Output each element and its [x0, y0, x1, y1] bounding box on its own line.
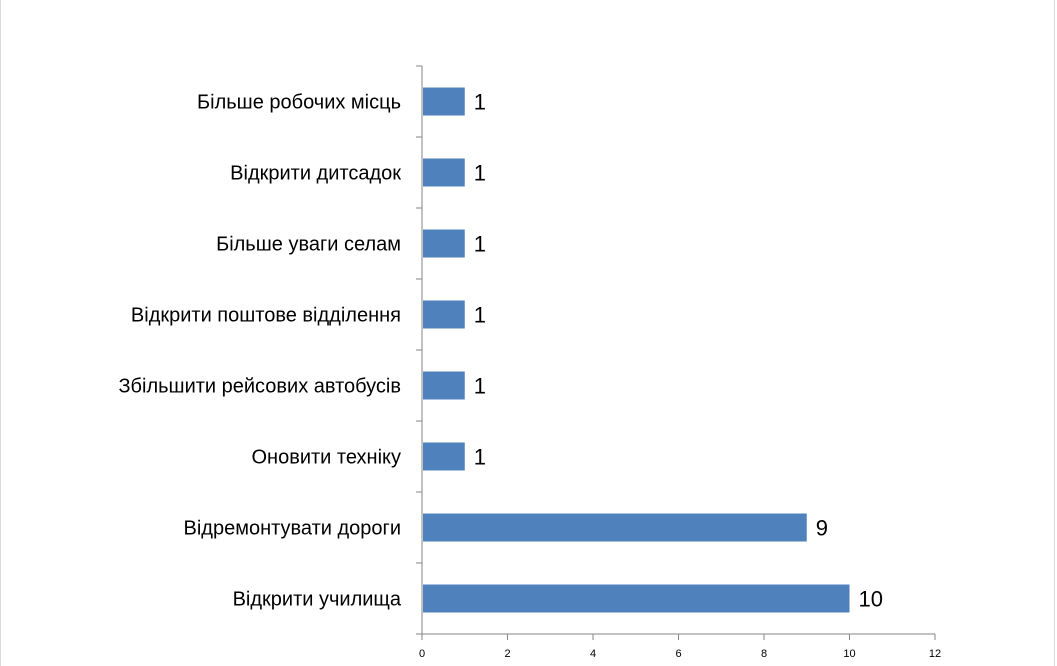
- data-label: 9: [816, 516, 828, 541]
- bar: [423, 371, 465, 400]
- data-label: 1: [474, 232, 486, 257]
- data-label: 1: [474, 374, 486, 399]
- category-label: Відкрити поштове відділення: [131, 305, 401, 327]
- value-labels: 1 1 1 1 1 1 9 10: [474, 90, 883, 612]
- x-tick-label: 0: [419, 648, 425, 660]
- data-label: 1: [474, 445, 486, 470]
- bar: [423, 229, 465, 258]
- data-label: 1: [474, 90, 486, 115]
- category-label: Відкрити дитсадок: [230, 163, 401, 185]
- bar: [423, 513, 807, 542]
- bar: [423, 87, 465, 116]
- data-label: 1: [474, 161, 486, 186]
- category-label: Більше уваги селам: [216, 234, 401, 256]
- x-tick-label: 12: [929, 648, 941, 660]
- bar: [423, 300, 465, 329]
- x-tick-label: 10: [843, 648, 855, 660]
- x-tick-label: 2: [504, 648, 510, 660]
- data-label: 1: [474, 303, 486, 328]
- category-labels: Більше робочих місць Відкрити дитсадок Біл…: [118, 92, 401, 611]
- category-label: Більше робочих місць: [197, 92, 401, 114]
- data-label: 10: [859, 587, 883, 612]
- bar: [423, 584, 850, 613]
- bar: [423, 158, 465, 187]
- bars-group: [423, 87, 850, 613]
- x-tick-label: 6: [675, 648, 681, 660]
- bar: [423, 442, 465, 471]
- category-label: Збільшити рейсових автобусів: [118, 376, 401, 398]
- category-label: Відремонтувати дороги: [184, 518, 401, 540]
- x-tick-label: 4: [590, 648, 596, 660]
- category-label: Відкрити училища: [233, 589, 402, 611]
- category-label: Оновити техніку: [252, 447, 402, 469]
- axes: 0 2 4 6 8 10 12: [416, 65, 941, 660]
- x-tick-label: 8: [761, 648, 767, 660]
